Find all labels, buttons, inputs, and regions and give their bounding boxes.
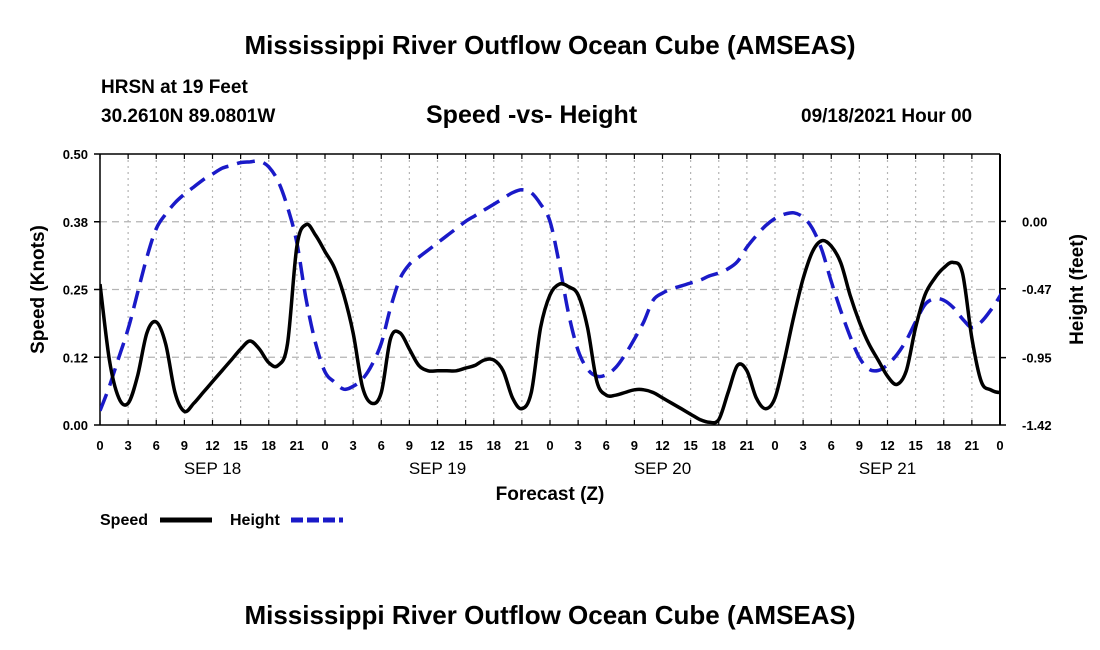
x-tick-label: 12	[205, 438, 219, 453]
x-tick-label: 12	[880, 438, 894, 453]
x-tick-label: 18	[487, 438, 501, 453]
x-tick-label: 6	[378, 438, 385, 453]
x-tick-label: 12	[430, 438, 444, 453]
chart-subtitle: Speed -vs- Height	[426, 101, 638, 129]
y2-axis-title: Height (feet)	[1067, 234, 1088, 345]
legend-speed-label: Speed	[100, 512, 148, 529]
date-label: SEP 21	[859, 459, 916, 478]
chart-title: Mississippi River Outflow Ocean Cube (AM…	[244, 30, 856, 60]
x-tick-label: 0	[546, 438, 553, 453]
y2-tick-label: 0.00	[1022, 214, 1047, 229]
x-tick-label: 9	[631, 438, 638, 453]
x-tick-label: 6	[603, 438, 610, 453]
x-tick-label: 0	[321, 438, 328, 453]
x-tick-label: 0	[96, 438, 103, 453]
x-tick-label: 3	[125, 438, 132, 453]
x-tick-label: 6	[153, 438, 160, 453]
x-tick-label: 15	[908, 438, 922, 453]
x-tick-label: 21	[290, 438, 304, 453]
station-label: HRSN at 19 Feet	[101, 77, 248, 98]
x-tick-label: 9	[181, 438, 188, 453]
date-label: SEP 18	[184, 459, 241, 478]
x-tick-label: 15	[458, 438, 472, 453]
x-tick-label: 6	[828, 438, 835, 453]
y2-tick-label: -0.47	[1022, 282, 1052, 297]
y2-tick-label: -1.42	[1022, 418, 1052, 433]
x-tick-label: 21	[740, 438, 754, 453]
legend-height-label: Height	[230, 512, 280, 529]
x-tick-label: 12	[655, 438, 669, 453]
date-label: SEP 20	[634, 459, 691, 478]
x-tick-label: 0	[771, 438, 778, 453]
x-tick-label: 9	[856, 438, 863, 453]
x-tick-label: 3	[800, 438, 807, 453]
y-tick-label: 0.38	[63, 215, 88, 230]
speed-series-line	[100, 222, 1000, 425]
x-tick-label: 15	[683, 438, 697, 453]
x-tick-label: 18	[712, 438, 726, 453]
y-axis-title: Speed (Knots)	[28, 225, 49, 354]
x-tick-label: 9	[406, 438, 413, 453]
y-tick-label: 0.00	[63, 418, 88, 433]
x-tick-label: 18	[937, 438, 951, 453]
x-tick-label: 21	[965, 438, 979, 453]
height-series-line	[100, 159, 1000, 412]
y-tick-label: 0.12	[63, 350, 88, 365]
y-tick-label: 0.25	[63, 283, 88, 298]
y2-tick-label: -0.95	[1022, 351, 1052, 366]
x-tick-label: 3	[350, 438, 357, 453]
coordinates-label: 30.2610N 89.0801W	[101, 106, 276, 127]
x-tick-label: 18	[262, 438, 276, 453]
y-tick-label: 0.50	[63, 147, 88, 162]
forecast-datetime: 09/18/2021 Hour 00	[801, 106, 973, 127]
x-tick-label: 3	[575, 438, 582, 453]
x-tick-label: 0	[996, 438, 1003, 453]
footer-title: Mississippi River Outflow Ocean Cube (AM…	[244, 600, 856, 630]
x-tick-label: 15	[233, 438, 247, 453]
x-tick-label: 21	[515, 438, 529, 453]
x-axis-title: Forecast (Z)	[496, 484, 605, 505]
date-label: SEP 19	[409, 459, 466, 478]
